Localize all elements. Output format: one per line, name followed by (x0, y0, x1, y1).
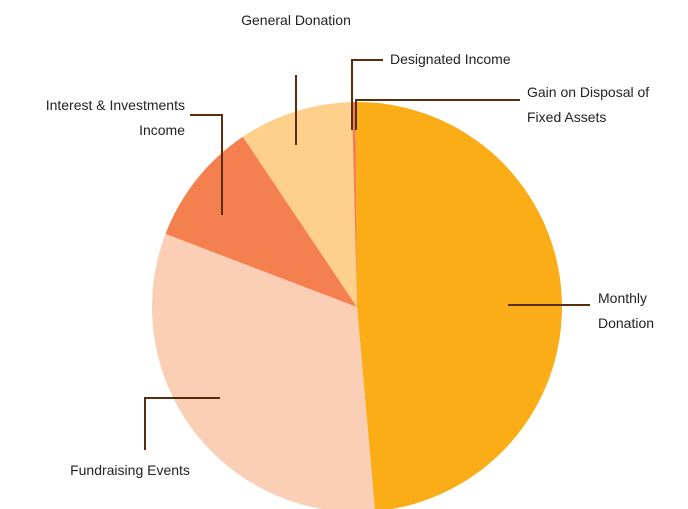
slice-label: Gain on Disposal of Fixed Assets (527, 84, 650, 125)
slice-label: Interest & Investments Income (45, 97, 185, 138)
pie-slice (152, 233, 375, 509)
slice-label: General Donation (241, 12, 351, 28)
slice-label: Monthly Donation (598, 290, 655, 331)
pie-slice (357, 102, 562, 509)
leader-line (355, 99, 520, 130)
leader-line (351, 59, 383, 130)
slice-label: Fundraising Events (70, 462, 190, 478)
pie-slice (242, 102, 357, 307)
leader-line (190, 114, 223, 215)
pie-slice (165, 136, 357, 307)
slice-label: Designated Income (390, 51, 511, 67)
pie-slice (355, 102, 357, 307)
leader-line (144, 397, 220, 450)
pie-slice (351, 102, 357, 307)
